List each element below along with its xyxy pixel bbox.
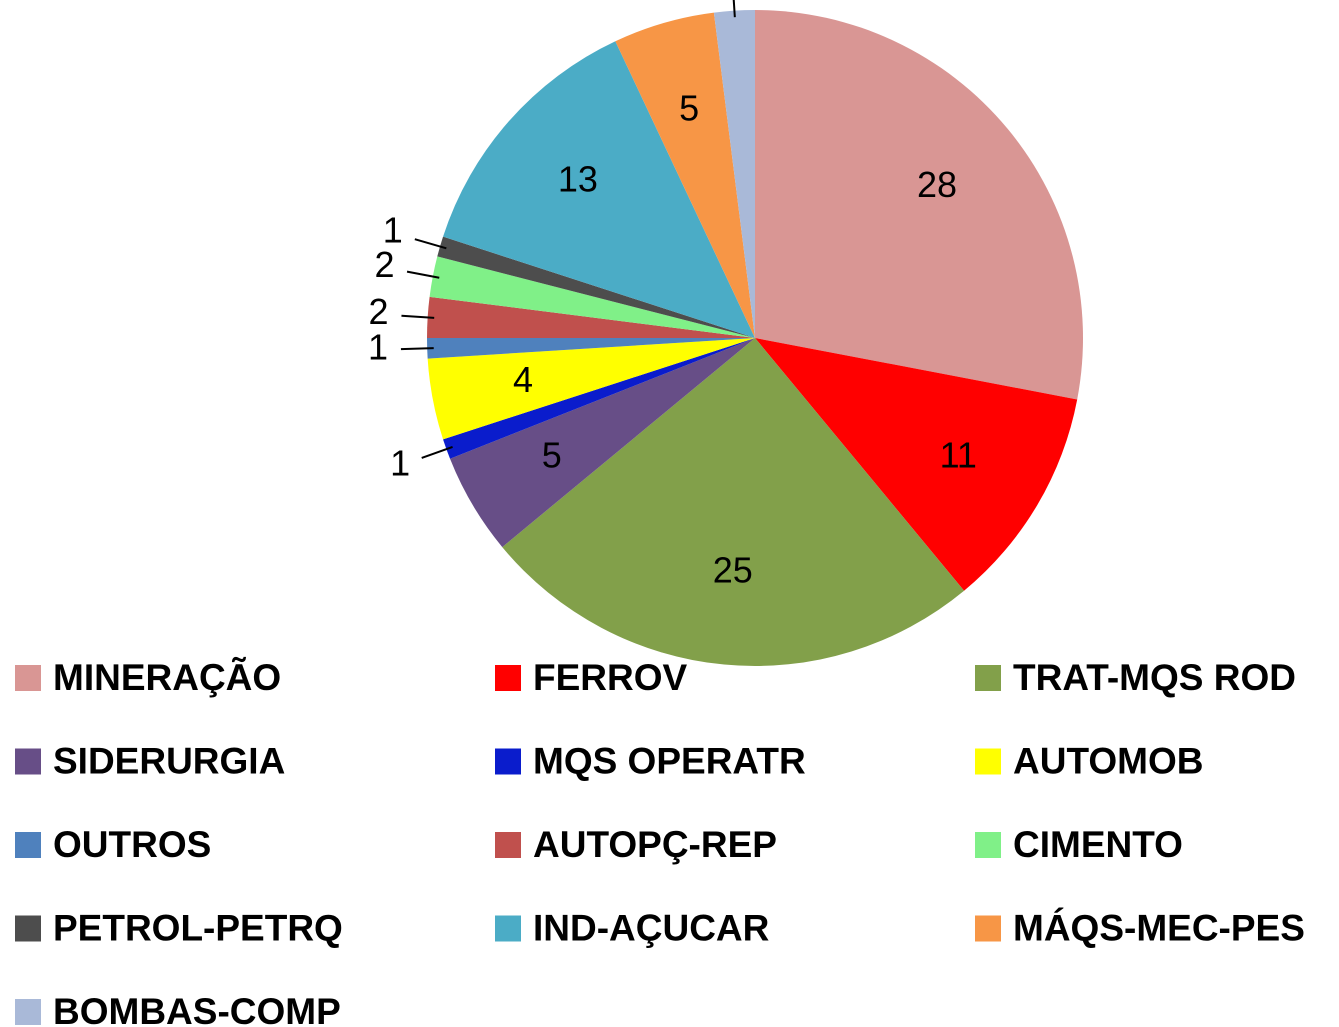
data-label: 5: [679, 88, 699, 129]
legend-label: MÁQS-MEC-PES: [1013, 907, 1305, 948]
legend-label: AUTOPÇ-REP: [533, 824, 777, 865]
legend-label: FERROV: [533, 657, 688, 698]
legend-label: MINERAÇÃO: [53, 656, 281, 698]
leader-line: [400, 347, 434, 351]
leader-line: [401, 314, 435, 319]
data-label: 13: [558, 158, 598, 199]
legend-swatch: [975, 665, 1001, 691]
legend-label: OUTROS: [53, 824, 211, 865]
data-label: 28: [917, 164, 957, 205]
data-label: 2: [374, 244, 394, 285]
legend-swatch: [15, 915, 41, 942]
pie-slice: [427, 338, 755, 359]
legend-swatch: [15, 999, 41, 1025]
legend-label: BOMBAS-COMP: [53, 991, 341, 1027]
legend-swatch: [15, 748, 41, 775]
legend-swatch: [495, 915, 521, 942]
legend-swatch: [975, 915, 1001, 942]
legend-swatch: [495, 665, 521, 691]
leader-line: [732, 0, 736, 18]
data-label: 1: [390, 442, 410, 483]
leader-line: [421, 445, 453, 459]
legend-label: SIDERURGIA: [53, 740, 285, 781]
data-label: 25: [713, 550, 753, 591]
legend-swatch: [15, 665, 41, 691]
legend-swatch: [495, 832, 521, 858]
pie-slice: [502, 338, 965, 666]
pie-slice: [755, 10, 1083, 400]
legend-swatch: [495, 748, 521, 775]
data-label: 1: [383, 209, 403, 250]
pie-slice: [450, 338, 755, 548]
legend-swatch: [975, 748, 1001, 775]
leader-line: [406, 270, 440, 279]
data-label: 2: [369, 291, 389, 332]
pie-slice: [443, 41, 755, 338]
pie-slice: [615, 12, 755, 339]
legend-label: MQS OPERATR: [533, 740, 806, 781]
data-label: 5: [542, 435, 562, 476]
legend-swatch: [975, 832, 1001, 858]
pie-slice: [713, 10, 755, 338]
pie-slice: [755, 338, 1078, 591]
legend-label: IND-AÇUCAR: [533, 907, 769, 948]
pie-slice: [427, 338, 755, 440]
legend-swatch: [15, 832, 41, 858]
data-label: 1: [368, 326, 388, 367]
legend-label: PETROL-PETRQ: [53, 907, 343, 948]
data-label: 4: [513, 359, 533, 400]
legend-label: CIMENTO: [1013, 824, 1183, 865]
pie-slice: [443, 338, 755, 459]
data-label: 11: [940, 435, 977, 476]
pie-slice: [437, 236, 755, 338]
leader-line: [414, 238, 447, 250]
legend-label: AUTOMOB: [1013, 740, 1203, 781]
legend-label: TRAT-MQS ROD: [1013, 657, 1296, 698]
pie-slice: [429, 256, 755, 338]
pie-slice: [427, 296, 755, 338]
